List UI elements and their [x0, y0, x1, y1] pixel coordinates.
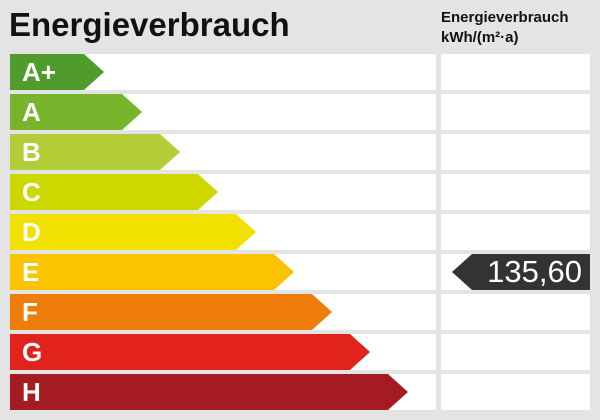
energy-class-arrow: C: [10, 174, 218, 210]
value-cell: [441, 294, 590, 330]
energy-class-row: F: [10, 294, 436, 330]
energy-class-arrow: G: [10, 334, 370, 370]
consumption-value-indicator: 135,60: [452, 254, 590, 290]
energy-class-arrow: A+: [10, 54, 104, 90]
value-cell: [441, 134, 590, 170]
value-cell: [441, 214, 590, 250]
value-cell: [441, 174, 590, 210]
column-header: Energieverbrauch kWh/(m²·a): [441, 8, 569, 48]
value-cell: [441, 334, 590, 370]
column-header-unit: kWh/(m²·a): [441, 29, 519, 46]
energy-class-arrow: E: [10, 254, 294, 290]
value-cell: [441, 374, 590, 410]
energy-class-row: G: [10, 334, 436, 370]
energy-class-arrow: B: [10, 134, 180, 170]
energy-class-arrow: A: [10, 94, 142, 130]
value-cell: [441, 94, 590, 130]
energy-class-row: A+: [10, 54, 436, 90]
energy-class-arrow: H: [10, 374, 408, 410]
energy-class-row: A: [10, 94, 436, 130]
energy-class-row: B: [10, 134, 436, 170]
column-header-line1: Energieverbrauch: [441, 9, 569, 26]
energy-class-row: C: [10, 174, 436, 210]
value-cell: [441, 54, 590, 90]
energy-class-arrow: F: [10, 294, 332, 330]
energy-class-arrow: D: [10, 214, 256, 250]
energy-class-row: H: [10, 374, 436, 410]
energy-class-row: E: [10, 254, 436, 290]
energy-class-row: D: [10, 214, 436, 250]
page-title: Energieverbrauch: [9, 6, 290, 43]
